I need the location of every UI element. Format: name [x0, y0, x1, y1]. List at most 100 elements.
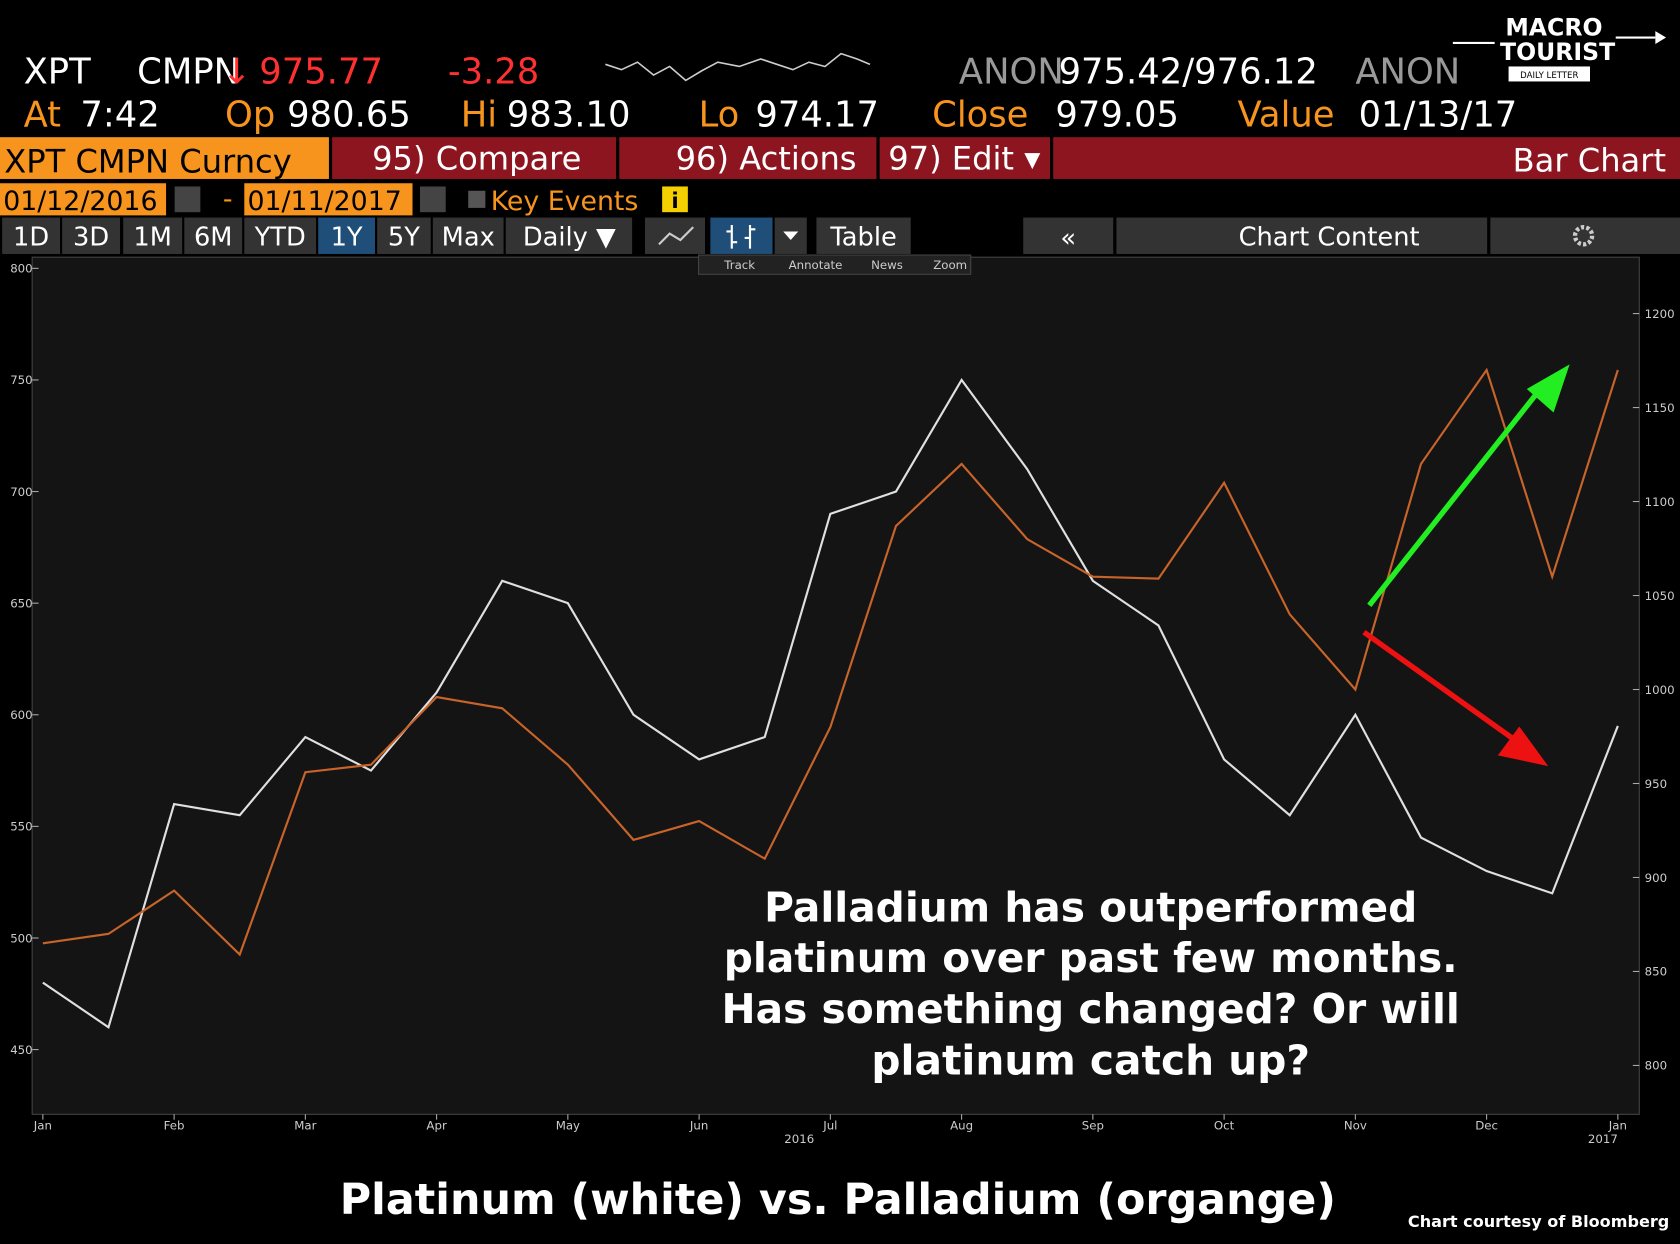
tool-label[interactable]: Annotate [789, 258, 843, 272]
frequency-button[interactable] [505, 217, 633, 254]
period-label[interactable]: 3D [73, 222, 109, 252]
y-tick-label: 550 [10, 820, 32, 834]
stat-value: 983.10 [507, 94, 631, 135]
change: -3.28 [448, 52, 539, 93]
period-label[interactable]: 1D [13, 222, 49, 252]
x-tick-label: Jan [1608, 1118, 1627, 1132]
stat-label: Lo [699, 94, 740, 135]
tool-label[interactable]: News [871, 258, 903, 272]
caption: Platinum (white) vs. Palladium (organge) [340, 1175, 1336, 1225]
green-arrow [1367, 384, 1545, 608]
view-name: Bar Chart [1513, 141, 1666, 179]
stat-label: At [24, 94, 62, 135]
stats-row: At 7:42 Op 980.65 Hi 983.10 Lo 974.17 Close 979.0… [24, 94, 1518, 135]
period-label[interactable]: 1M [133, 222, 172, 252]
bar-chart-icon [726, 225, 756, 249]
y2-tick-label: 800 [1645, 1059, 1667, 1073]
period-label[interactable]: 5Y [388, 222, 420, 252]
x-tick-label: Jun [689, 1118, 708, 1132]
stat-value: 974.17 [755, 94, 879, 135]
actions-button[interactable]: 96) Actions [676, 139, 857, 177]
date-separator: - [223, 184, 233, 215]
y2-tick-label: 900 [1645, 871, 1667, 885]
x-tick-label: Aug [950, 1118, 973, 1132]
start-date[interactable]: 01/12/2016 [3, 186, 157, 217]
tool-label[interactable]: Zoom [933, 258, 967, 272]
bid-source: ANON [959, 52, 1064, 93]
gear-icon [1572, 225, 1595, 247]
period-button[interactable] [244, 217, 317, 254]
info-icon[interactable] [662, 186, 688, 213]
x-tick-label: Mar [294, 1118, 316, 1132]
calendar-icon[interactable] [174, 186, 201, 213]
y2-tick-label: 1150 [1645, 401, 1675, 415]
annotation-line: Palladium has outperformed [764, 883, 1417, 931]
y-tick-label: 750 [10, 373, 32, 387]
annotation-line: Has something changed? Or will [722, 985, 1460, 1033]
stat-value: 979.05 [1055, 94, 1179, 135]
period-button[interactable] [377, 217, 431, 254]
chart-tools: Track Annotate News Zoom [698, 254, 972, 275]
frequency-label[interactable]: Daily ▼ [523, 222, 616, 252]
period-label[interactable]: 6M [194, 222, 233, 252]
red-arrowhead [1497, 726, 1549, 767]
tool-label[interactable]: Track [723, 258, 755, 272]
end-date[interactable]: 01/11/2017 [247, 186, 401, 217]
last-price: 975.77 [259, 52, 383, 93]
view-bar [1053, 137, 1680, 179]
stat-label: Close [932, 94, 1028, 135]
period-button[interactable] [2, 217, 61, 254]
plot-area [31, 256, 1640, 1115]
button[interactable] [879, 137, 1050, 179]
y2-tick-label: 850 [1645, 965, 1667, 979]
bid-ask: 975.42/976.12 [1059, 52, 1318, 93]
annotation-line: platinum over past few months. [724, 934, 1458, 982]
x-tick-label: Oct [1214, 1118, 1235, 1132]
y-tick-label: 650 [10, 596, 32, 610]
collapse-label[interactable]: « [1060, 223, 1076, 253]
edit-button[interactable]: 97) Edit ▾ [888, 139, 1041, 177]
period-button[interactable] [318, 217, 375, 254]
x-tick-label: Feb [164, 1118, 185, 1132]
collapse-button[interactable] [1023, 217, 1114, 254]
security: XPT CMPN Curncy [4, 143, 291, 181]
stat-label: Op [225, 94, 275, 135]
period-label[interactable]: 1Y [331, 222, 363, 252]
checkbox[interactable] [468, 190, 486, 208]
calendar-icon[interactable] [420, 186, 446, 213]
date-field[interactable] [0, 183, 167, 216]
chart-content-label[interactable]: Chart Content [1239, 222, 1420, 252]
period-button[interactable] [432, 217, 504, 254]
y2-tick-label: 1050 [1645, 589, 1675, 603]
y-tick-label: 700 [10, 485, 32, 499]
y-tick-label: 800 [10, 262, 32, 276]
settings-button[interactable] [1490, 217, 1680, 254]
chart-content-button[interactable] [1116, 217, 1488, 254]
period-button[interactable] [184, 217, 243, 254]
y2-tick-label: 1000 [1645, 683, 1675, 697]
period-label[interactable]: YTD [254, 222, 306, 252]
green-arrowhead [1526, 364, 1570, 413]
period-label[interactable]: Max [442, 222, 495, 252]
key-events[interactable]: Key Events [491, 186, 639, 217]
y-tick-label: 600 [10, 708, 32, 722]
button[interactable] [619, 137, 877, 179]
period-button[interactable] [62, 217, 120, 254]
info-icon-glyph: i [671, 189, 678, 214]
table-button[interactable] [816, 217, 911, 254]
logo-line: MACRO [1505, 13, 1602, 41]
y-tick-label: 500 [10, 931, 32, 945]
year-label: 2017 [1588, 1132, 1618, 1146]
button[interactable] [332, 137, 617, 179]
x-tick-label: May [556, 1118, 580, 1132]
table-label[interactable]: Table [829, 222, 896, 252]
compare-button[interactable]: 95) Compare [372, 139, 581, 177]
credit: Chart courtesy of Bloomberg [1408, 1212, 1669, 1231]
tools-bar [698, 254, 972, 275]
period-button[interactable] [123, 217, 183, 254]
period-buttons: 1D 3D 1M 6M YTD 1Y 5Y Max Daily ▼ [2, 217, 633, 254]
date-field[interactable] [244, 183, 413, 216]
stat-label: Value [1238, 94, 1335, 135]
bar-chart-button[interactable] [710, 217, 773, 254]
